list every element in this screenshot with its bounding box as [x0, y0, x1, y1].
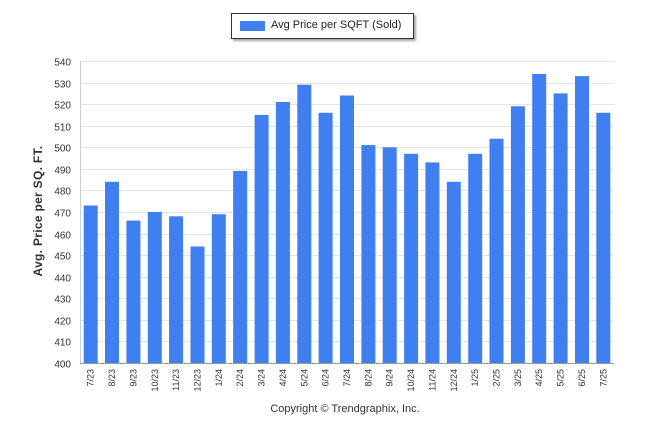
x-tick-label: 6/25 — [577, 369, 587, 387]
legend-label: Avg Price per SQFT (Sold) — [271, 19, 402, 31]
x-tick-label: 12/23 — [193, 369, 203, 392]
bar-7-23 — [83, 205, 98, 363]
bar-5-25 — [553, 93, 568, 364]
x-tick-label: 12/24 — [449, 369, 459, 392]
x-tick-label: 4/24 — [278, 369, 288, 387]
bar-8-23 — [105, 181, 119, 363]
bar-11-24 — [425, 162, 440, 363]
y-tick-label: 480 — [54, 187, 71, 198]
bar-3-25 — [510, 106, 525, 364]
y-axis-title: Avg. Price per SQ. FT. — [31, 145, 45, 277]
x-tick-label: 3/24 — [257, 369, 267, 387]
chart-legend: Avg Price per SQFT (Sold) — [231, 13, 414, 39]
bar-2-25 — [489, 138, 504, 363]
y-tick-label: 450 — [54, 252, 71, 263]
y-tick-label: 440 — [54, 274, 71, 285]
x-tick-label: 3/25 — [513, 369, 523, 387]
y-tick-label: 520 — [54, 101, 71, 112]
bar-12-24 — [446, 181, 461, 363]
bar-12-23 — [190, 246, 205, 363]
y-tick-label: 530 — [54, 80, 71, 91]
legend-swatch — [240, 21, 265, 31]
bar-6-24 — [318, 112, 333, 363]
x-tick-label: 2/25 — [492, 369, 502, 387]
y-tick-label: 400 — [54, 360, 71, 371]
x-tick-label: 9/24 — [385, 369, 395, 387]
y-tick-label: 500 — [54, 144, 71, 155]
x-tick-label: 8/24 — [363, 369, 373, 387]
y-tick-label: 460 — [54, 231, 71, 242]
x-tick-label: 9/23 — [128, 369, 138, 387]
x-tick-label: 7/24 — [342, 369, 352, 387]
y-tick-label: 420 — [54, 317, 71, 328]
x-tick-label: 5/25 — [556, 369, 566, 387]
x-tick-label: 6/24 — [321, 369, 331, 387]
x-tick-label: 11/24 — [427, 369, 437, 391]
bar-4-25 — [532, 73, 547, 364]
x-tick-label: 8/23 — [107, 369, 117, 387]
x-tick-label: 1/24 — [214, 369, 224, 387]
bar-6-25 — [575, 76, 589, 363]
bar-3-24 — [254, 114, 269, 364]
x-tick-label: 7/23 — [86, 369, 96, 387]
y-tick-label: 410 — [54, 338, 71, 349]
y-tick-label: 510 — [54, 123, 71, 134]
x-tick-label: 10/24 — [406, 369, 416, 392]
y-tick-label: 430 — [54, 295, 71, 306]
x-tick-label: 1/25 — [470, 369, 480, 387]
x-tick-label: 4/25 — [534, 369, 544, 387]
x-tick-label: 10/23 — [150, 369, 160, 392]
x-tick-label: 11/23 — [171, 369, 181, 391]
bar-9-23 — [126, 220, 141, 363]
bar-5-24 — [297, 84, 312, 363]
x-tick-label: 2/24 — [235, 369, 245, 387]
y-tick-label: 540 — [54, 58, 71, 69]
x-tick-label: 5/24 — [299, 369, 309, 387]
bar-1-25 — [468, 153, 483, 363]
bar-7-24 — [340, 95, 354, 363]
bar-7-25 — [596, 112, 611, 363]
bar-1-24 — [211, 214, 226, 363]
bar-8-24 — [361, 145, 376, 363]
y-tick-label: 470 — [54, 209, 71, 220]
y-tick-label: 490 — [54, 166, 71, 177]
bar-11-23 — [169, 216, 184, 363]
bar-9-24 — [382, 147, 397, 363]
bar-10-23 — [147, 212, 162, 363]
bar-4-24 — [275, 102, 290, 363]
x-tick-label: 7/25 — [598, 369, 608, 387]
bar-10-24 — [404, 153, 419, 363]
bar-2-24 — [233, 171, 248, 363]
copyright-footer: Copyright © Trendgraphix, Inc. — [270, 403, 420, 415]
